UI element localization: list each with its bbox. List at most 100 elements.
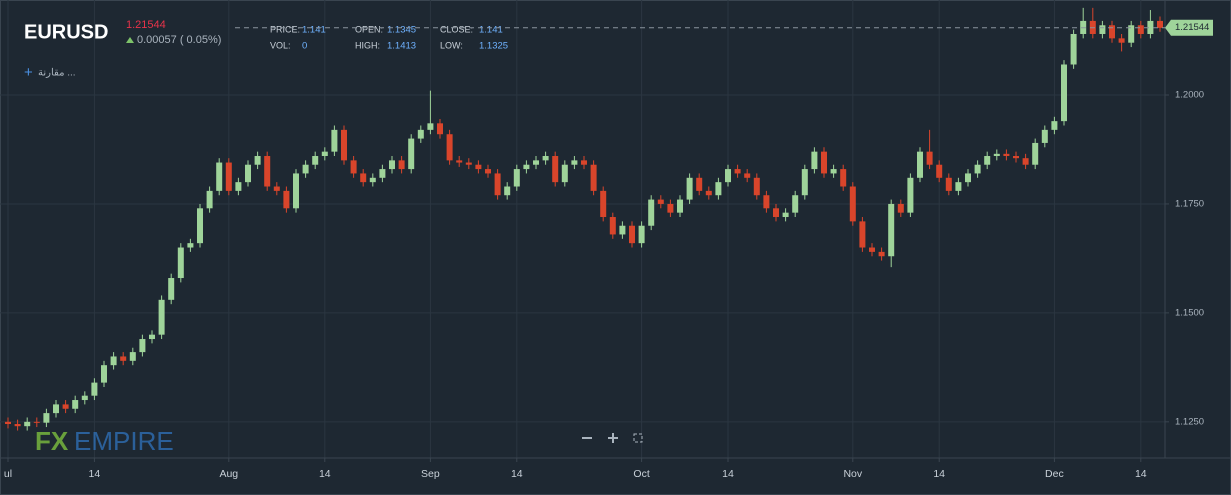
info-label: PRICE: [270,24,300,34]
candle-body [696,177,703,191]
x-tick-label: 14 [511,468,523,480]
candle-body [686,177,693,200]
candle-body [72,400,79,409]
candle-body [341,129,347,161]
candle-body [149,334,155,340]
candle-body [1051,121,1058,130]
candle-body [33,421,40,423]
change: 0.00057 ( 0.05%) [137,34,221,46]
info-value: 1.141 [479,25,503,36]
candle-body [197,208,203,244]
info-label: OPEN: [355,24,383,34]
candle-body [427,123,434,130]
candle-body [561,164,568,183]
candle-body [53,404,59,414]
candle-body [840,169,847,187]
candle-body [81,395,88,401]
candle-body [43,413,50,423]
candle-body [523,164,530,170]
candle-body [408,138,415,170]
candle-body [14,424,21,427]
candle-body [158,299,165,335]
candle-body [1128,25,1135,43]
candle-body [465,162,472,165]
candle-body [677,199,683,213]
info-value: 1.1345 [387,25,416,36]
info-value: 0 [302,41,307,52]
info-label: LOW: [440,40,463,50]
candle-body [725,169,731,183]
candle-body [417,129,424,139]
candle-body [782,212,789,218]
up-arrow [126,37,134,43]
candle-body [120,356,127,361]
candle-body [849,186,856,222]
x-tick-label: 14 [933,468,945,480]
candle-body [629,225,635,244]
candle-body [869,247,875,252]
candle-body [648,199,655,226]
candle-body [581,160,587,165]
candle-body [974,164,981,174]
candle-body [437,123,443,135]
candle-body [763,195,770,209]
candle-body [1137,25,1144,34]
y-tick-label: 1.1250 [1175,416,1204,427]
candle-body [206,190,213,209]
compare-button[interactable]: مقارنة ... [38,68,76,79]
candle-body [1109,25,1115,39]
x-tick-label: Sep [421,468,440,480]
candle-body [398,160,405,170]
y-tick-label: 1.1750 [1175,198,1204,209]
candle-body [830,169,837,174]
candle-body [369,177,376,183]
candle-body [984,156,991,165]
x-tick-label: 14 [722,468,734,480]
candle-body [878,251,885,257]
fullscreen[interactable] [633,433,643,443]
candle-body [945,177,952,191]
candle-body [494,173,501,196]
info-value: 1.141 [302,25,326,36]
candle-body [5,421,11,425]
candle-body [1041,129,1048,143]
candle-body [273,186,280,191]
candle-body [312,156,319,165]
price-tag-label: 1.21544 [1175,22,1209,33]
candle-body [1061,64,1067,122]
candle-body [475,164,482,170]
candle-body [321,151,328,157]
candle-body [1022,158,1029,165]
info-label: CLOSE: [440,24,473,34]
candle-body [619,225,626,235]
candle-body [245,164,251,183]
candle-body [1013,156,1019,159]
candle-body [264,156,271,187]
candle-body [110,356,117,366]
candle-body [609,217,616,235]
price-tag [1165,19,1213,36]
candle-body [101,365,107,383]
candle-body [542,156,549,161]
y-tick-label: 1.1500 [1175,307,1204,318]
zoom-in[interactable] [608,433,618,443]
candle-body [801,169,808,196]
x-tick-label: Oct [633,468,649,480]
candle-body [533,160,539,165]
candle-body [811,151,818,170]
x-tick-label: 14 [1135,468,1147,480]
candle-body [1147,20,1154,34]
candle-body [667,203,674,213]
candle-body [283,190,290,209]
candle-body [187,243,194,248]
candle-body [24,421,31,427]
compare-plus[interactable]: + [24,64,33,81]
x-tick-label: ul [4,468,12,480]
x-tick-label: Dec [1045,468,1064,480]
candle-body [897,203,904,213]
grid [0,0,1165,458]
candle-body [715,182,722,196]
candle-body [1099,25,1106,34]
